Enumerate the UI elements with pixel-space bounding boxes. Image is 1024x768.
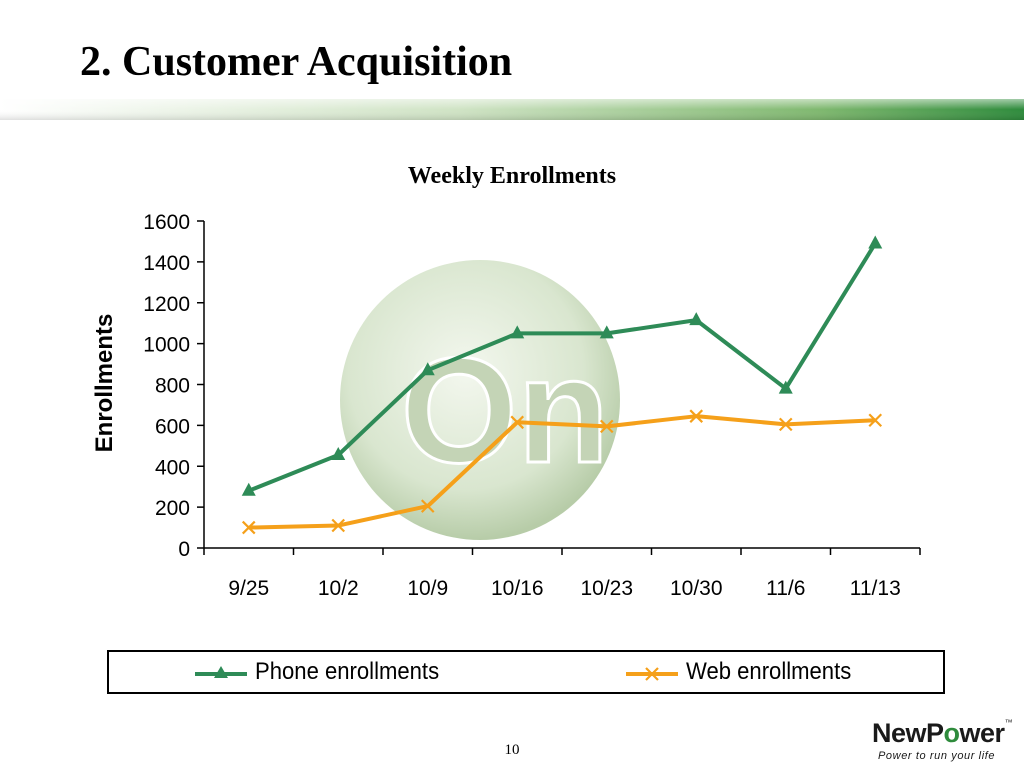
- title-divider-bar: [0, 99, 1024, 120]
- data-point-phone: [868, 235, 883, 249]
- legend-x-marker-icon: [626, 667, 678, 681]
- x-tick-label: 9/25: [228, 577, 269, 600]
- data-point-web: [331, 518, 346, 533]
- data-point-phone: [599, 325, 614, 339]
- y-tick-label: 400: [155, 456, 190, 479]
- y-tick-label: 1600: [143, 211, 190, 234]
- legend-triangle-marker-icon: [195, 666, 247, 678]
- logo-name-prefix: NewP: [872, 718, 944, 748]
- data-point-phone: [241, 482, 256, 496]
- y-tick-label: 0: [178, 538, 190, 561]
- series-line-web: [248, 414, 876, 530]
- y-tick-label: 200: [155, 497, 190, 520]
- x-tick-label: 10/2: [318, 577, 359, 600]
- y-tick-label: 800: [155, 375, 190, 398]
- series-line-phone: [248, 242, 877, 493]
- logo-wordmark: NewPower™: [872, 718, 1013, 749]
- data-point-phone: [331, 447, 346, 461]
- data-point-web: [689, 409, 704, 423]
- y-axis-label: Enrollments: [91, 314, 118, 453]
- chart-title: Weekly Enrollments: [407, 163, 617, 189]
- data-point-phone: [689, 312, 704, 326]
- x-tick-label: 10/30: [670, 577, 723, 600]
- data-point-web: [599, 419, 614, 434]
- logo-trademark: ™: [1004, 718, 1013, 727]
- data-point-phone: [778, 380, 793, 394]
- legend-label-web: Web enrollments: [686, 658, 852, 685]
- data-point-web: [241, 520, 256, 535]
- legend-label-phone: Phone enrollments: [255, 658, 440, 685]
- slide-title: 2. Customer Acquisition: [80, 39, 513, 85]
- legend-item-phone: Phone enrollments: [193, 652, 455, 692]
- y-tick-label: 600: [155, 415, 190, 438]
- x-tick-label: 10/16: [491, 577, 544, 600]
- data-point-phone: [420, 362, 435, 376]
- data-point-phone: [510, 325, 525, 339]
- data-point-web: [510, 415, 525, 430]
- x-tick-label: 11/13: [850, 577, 901, 600]
- y-tick-label: 1000: [143, 334, 190, 357]
- page-number: 10: [504, 742, 520, 758]
- watermark-on-logo: On: [340, 260, 620, 540]
- logo-name-suffix: wer: [959, 718, 1006, 748]
- x-tick-label: 10/23: [580, 577, 633, 600]
- y-tick-label: 1400: [143, 252, 190, 275]
- legend-item-web: Web enrollments: [624, 652, 866, 692]
- y-tick-label: 1200: [143, 293, 190, 316]
- logo-tagline: Power to run your life: [878, 750, 996, 762]
- x-tick-label: 10/9: [407, 577, 448, 600]
- newpower-logo: NewPower™ Power to run your life: [872, 718, 1022, 768]
- x-tick-label: 11/6: [766, 577, 805, 600]
- logo-name-mark: o: [943, 718, 961, 748]
- data-point-web: [868, 413, 883, 428]
- chart-legend: Phone enrollments Web enrollments: [107, 650, 945, 694]
- chart-plot: On 0 200 400 600 800 1000 1200 1400 1600 9/25 10/2…: [91, 211, 921, 600]
- data-point-web: [778, 417, 793, 432]
- data-point-web: [420, 499, 435, 513]
- watermark-text: On: [401, 326, 609, 494]
